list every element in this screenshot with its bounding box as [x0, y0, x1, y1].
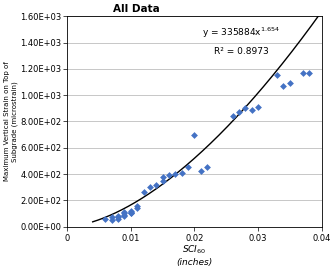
Point: [122, 210, 127, 214]
Text: All Data: All Data: [113, 4, 160, 14]
Point: [306, 71, 312, 75]
Point: [166, 173, 172, 178]
Point: [173, 172, 178, 176]
Point: [141, 190, 146, 195]
Point: [192, 133, 197, 137]
Point: [160, 175, 165, 179]
Point: [243, 106, 248, 111]
Point: [179, 170, 184, 175]
X-axis label: $\mathit{SCI_{60}}$
(inches): $\mathit{SCI_{60}}$ (inches): [176, 244, 213, 267]
Point: [287, 81, 292, 86]
Point: [300, 71, 305, 75]
Text: y = 335884x$^{1.654}$: y = 335884x$^{1.654}$: [202, 25, 280, 40]
Point: [274, 73, 280, 78]
Point: [249, 108, 254, 112]
Point: [109, 218, 115, 222]
Point: [116, 217, 121, 221]
Point: [128, 211, 134, 216]
Point: [204, 165, 210, 170]
Point: [160, 178, 165, 183]
Point: [135, 206, 140, 210]
Point: [109, 215, 115, 220]
Point: [236, 110, 242, 114]
Point: [128, 211, 134, 216]
Y-axis label: Maximum Vertical Strain on Top of
Subgrade (microstrain): Maximum Vertical Strain on Top of Subgra…: [4, 62, 18, 181]
Point: [147, 185, 153, 189]
Point: [230, 114, 235, 118]
Point: [116, 214, 121, 218]
Point: [122, 214, 127, 218]
Point: [116, 215, 121, 220]
Point: [281, 84, 286, 88]
Point: [198, 169, 203, 173]
Point: [128, 210, 134, 214]
Point: [122, 213, 127, 217]
Point: [154, 182, 159, 187]
Point: [128, 209, 134, 213]
Text: R² = 0.8973: R² = 0.8973: [214, 47, 269, 56]
Point: [103, 217, 108, 221]
Point: [255, 105, 261, 109]
Point: [185, 165, 191, 170]
Point: [135, 204, 140, 208]
Point: [122, 211, 127, 216]
